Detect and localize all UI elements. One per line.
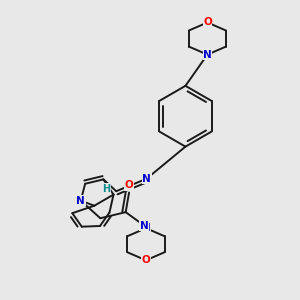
Text: O: O — [125, 180, 134, 190]
Text: N: N — [142, 174, 151, 184]
Text: N: N — [140, 221, 148, 231]
Text: N: N — [203, 50, 212, 60]
Text: N: N — [76, 196, 85, 206]
Text: N: N — [142, 223, 150, 233]
Text: H: H — [102, 184, 110, 194]
Text: O: O — [142, 255, 150, 265]
Text: O: O — [203, 17, 212, 28]
